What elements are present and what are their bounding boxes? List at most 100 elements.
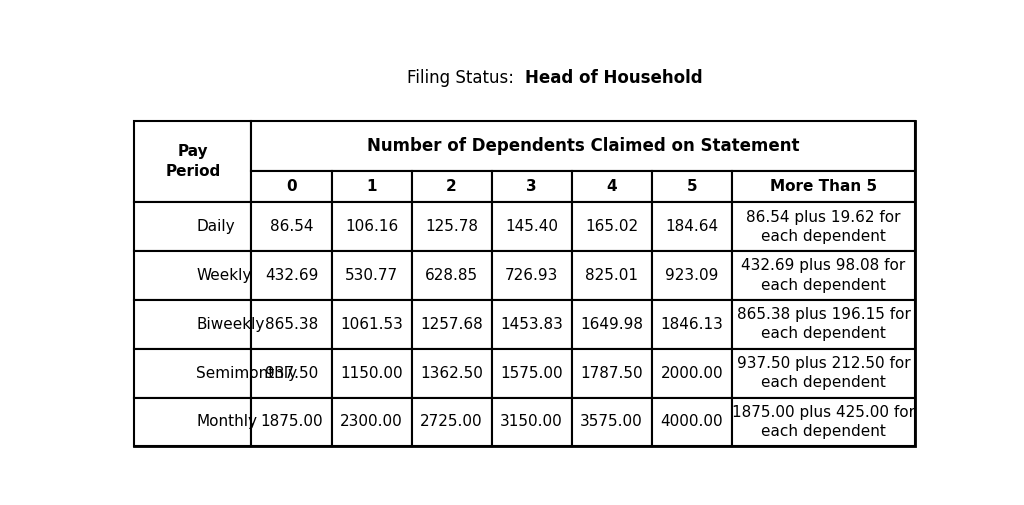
Text: 530.77: 530.77 — [345, 268, 398, 283]
Bar — [252, 202, 332, 251]
Text: 1453.83: 1453.83 — [500, 317, 563, 332]
Text: Pay
Period: Pay Period — [165, 144, 220, 179]
Text: 937.50: 937.50 — [265, 366, 318, 381]
Bar — [732, 171, 915, 202]
Text: 432.69 plus 98.08 for
each dependent: 432.69 plus 98.08 for each dependent — [741, 259, 905, 292]
Text: 865.38 plus 196.15 for
each dependent: 865.38 plus 196.15 for each dependent — [736, 307, 910, 341]
Bar — [252, 251, 332, 300]
Bar — [732, 397, 915, 446]
Text: 1257.68: 1257.68 — [420, 317, 483, 332]
Bar — [732, 251, 915, 300]
Text: 432.69: 432.69 — [265, 268, 318, 283]
Bar — [571, 348, 651, 397]
Text: 0: 0 — [286, 179, 297, 194]
Text: 106.16: 106.16 — [345, 219, 398, 234]
Text: 628.85: 628.85 — [425, 268, 478, 283]
Text: 184.64: 184.64 — [666, 219, 718, 234]
Text: 1575.00: 1575.00 — [501, 366, 563, 381]
Bar — [571, 171, 651, 202]
Bar — [412, 348, 492, 397]
Bar — [332, 397, 412, 446]
Text: Daily: Daily — [196, 219, 234, 234]
Bar — [571, 300, 651, 348]
Text: 4: 4 — [606, 179, 617, 194]
Text: Head of Household: Head of Household — [524, 69, 702, 87]
Text: Filing Status:: Filing Status: — [408, 69, 524, 87]
Text: 1649.98: 1649.98 — [581, 317, 643, 332]
Bar — [134, 121, 252, 202]
Text: 726.93: 726.93 — [505, 268, 558, 283]
Bar — [492, 251, 571, 300]
Text: 3150.00: 3150.00 — [501, 415, 563, 429]
Bar — [571, 202, 651, 251]
Text: 937.50 plus 212.50 for
each dependent: 937.50 plus 212.50 for each dependent — [736, 356, 910, 390]
Bar — [332, 202, 412, 251]
Text: 1150.00: 1150.00 — [340, 366, 402, 381]
Bar — [134, 397, 252, 446]
Bar — [412, 171, 492, 202]
Text: Semimonthly: Semimonthly — [196, 366, 297, 381]
Text: 1846.13: 1846.13 — [660, 317, 723, 332]
Bar — [134, 251, 252, 300]
Bar — [651, 171, 732, 202]
Bar — [732, 300, 915, 348]
Text: Monthly: Monthly — [196, 415, 257, 429]
Text: 86.54: 86.54 — [269, 219, 313, 234]
Bar — [492, 300, 571, 348]
Text: Weekly: Weekly — [196, 268, 252, 283]
Text: 2725.00: 2725.00 — [420, 415, 483, 429]
Bar — [492, 348, 571, 397]
Text: 1875.00: 1875.00 — [260, 415, 323, 429]
Text: Biweekly: Biweekly — [196, 317, 264, 332]
Bar — [332, 300, 412, 348]
Bar — [134, 300, 252, 348]
Bar — [492, 397, 571, 446]
Text: 3575.00: 3575.00 — [581, 415, 643, 429]
Text: 3: 3 — [526, 179, 537, 194]
Bar — [252, 171, 332, 202]
Bar — [134, 202, 252, 251]
Text: 86.54 plus 19.62 for
each dependent: 86.54 plus 19.62 for each dependent — [746, 210, 901, 244]
Text: Number of Dependents Claimed on Statement: Number of Dependents Claimed on Statemen… — [368, 137, 800, 155]
Text: 1061.53: 1061.53 — [340, 317, 403, 332]
Bar — [651, 348, 732, 397]
Bar — [412, 300, 492, 348]
Bar — [571, 397, 651, 446]
Bar — [412, 251, 492, 300]
Bar — [134, 348, 252, 397]
Bar — [732, 348, 915, 397]
Bar — [571, 251, 651, 300]
Text: 1362.50: 1362.50 — [420, 366, 483, 381]
Bar — [332, 348, 412, 397]
Text: 865.38: 865.38 — [265, 317, 318, 332]
Bar — [412, 202, 492, 251]
Text: 165.02: 165.02 — [585, 219, 638, 234]
Bar — [651, 397, 732, 446]
Text: 825.01: 825.01 — [585, 268, 638, 283]
Text: 125.78: 125.78 — [425, 219, 478, 234]
Bar — [252, 121, 915, 171]
Bar — [732, 202, 915, 251]
Bar — [252, 300, 332, 348]
Bar — [252, 348, 332, 397]
Text: 923.09: 923.09 — [665, 268, 719, 283]
Text: 2300.00: 2300.00 — [340, 415, 402, 429]
Text: 145.40: 145.40 — [505, 219, 558, 234]
Bar — [651, 251, 732, 300]
Text: More Than 5: More Than 5 — [770, 179, 878, 194]
Bar — [492, 171, 571, 202]
Text: 2: 2 — [446, 179, 457, 194]
Bar — [134, 121, 915, 446]
Bar — [651, 300, 732, 348]
Text: 1787.50: 1787.50 — [581, 366, 643, 381]
Text: 4000.00: 4000.00 — [660, 415, 723, 429]
Bar — [252, 397, 332, 446]
Bar — [332, 251, 412, 300]
Text: 2000.00: 2000.00 — [660, 366, 723, 381]
Bar — [492, 202, 571, 251]
Text: 1: 1 — [367, 179, 377, 194]
Bar — [332, 171, 412, 202]
Text: 1875.00 plus 425.00 for
each dependent: 1875.00 plus 425.00 for each dependent — [732, 405, 915, 439]
Bar — [651, 202, 732, 251]
Bar — [412, 397, 492, 446]
